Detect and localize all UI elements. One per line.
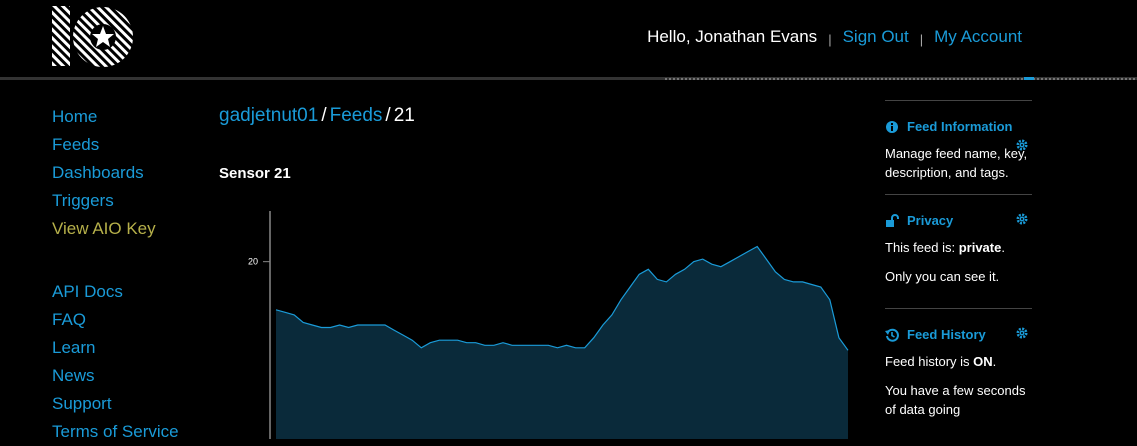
history-suffix: .: [992, 354, 997, 369]
divider: [885, 308, 1032, 309]
sign-out-link[interactable]: Sign Out: [842, 27, 909, 46]
feed-title: Sensor 21: [219, 165, 291, 182]
greeting-text: Hello, Jonathan Evans: [647, 27, 818, 46]
privacy-note: Only you can see it.: [885, 269, 1000, 284]
privacy-title: Privacy: [907, 213, 954, 228]
feed-info-section: Feed Information Manage feed name, key, …: [885, 101, 1032, 194]
nav-home[interactable]: Home: [52, 107, 98, 126]
nav-triggers[interactable]: Triggers: [52, 191, 114, 210]
privacy-text: This feed is: private. Only you can see …: [885, 238, 1032, 286]
breadcrumb-current: 21: [393, 105, 415, 126]
gear-icon[interactable]: [1016, 327, 1028, 339]
site-header: Hello, Jonathan Evans | Sign Out | My Ac…: [0, 0, 1137, 80]
privacy-status: This feed is: private.: [885, 238, 1032, 257]
nav-learn[interactable]: Learn: [52, 338, 96, 357]
divider: [885, 100, 1032, 101]
nav-feeds[interactable]: Feeds: [52, 135, 100, 154]
nav-view-aio-key[interactable]: View AIO Key: [52, 219, 156, 238]
history-header: Feed History: [885, 325, 1032, 344]
unlock-icon: [886, 213, 899, 227]
chart-area: [276, 246, 848, 439]
feed-sidebar: Feed Information Manage feed name, key, …: [885, 100, 1032, 441]
nav-api-docs[interactable]: API Docs: [52, 282, 123, 301]
history-icon: [885, 328, 899, 342]
nav-terms[interactable]: Terms of Service: [52, 422, 179, 441]
nav-support[interactable]: Support: [52, 394, 112, 413]
history-note: You have a few seconds of data going: [885, 383, 1026, 417]
history-text: Feed history is ON. You have a few secon…: [885, 352, 1032, 419]
privacy-suffix: .: [1001, 240, 1005, 255]
history-section: Feed History Feed history is ON. You hav…: [885, 309, 1032, 441]
my-account-link[interactable]: My Account: [934, 27, 1022, 46]
left-nav: Home Feeds Dashboards Triggers View AIO …: [52, 103, 179, 446]
privacy-section: Privacy This feed is: private. Only you …: [885, 195, 1032, 308]
breadcrumb: gadjetnut01/Feeds/21: [219, 105, 415, 127]
nav-gap: [52, 243, 179, 278]
feed-chart[interactable]: 20: [230, 205, 850, 439]
breadcrumb-slash: /: [321, 105, 327, 126]
user-nav: Hello, Jonathan Evans | Sign Out | My Ac…: [647, 27, 1022, 47]
nav-dashboards[interactable]: Dashboards: [52, 163, 144, 182]
history-value: ON: [973, 354, 993, 369]
privacy-value: private: [958, 240, 1002, 255]
gear-icon[interactable]: [1016, 139, 1028, 151]
history-title: Feed History: [907, 327, 986, 342]
header-dots: [665, 78, 1137, 80]
gear-icon[interactable]: [1016, 213, 1028, 225]
nav-news[interactable]: News: [52, 366, 95, 385]
breadcrumb-slash: /: [385, 105, 391, 126]
feed-info-title: Feed Information: [907, 119, 1013, 134]
privacy-header: Privacy: [885, 211, 1032, 230]
separator: |: [919, 31, 924, 47]
chart-line: [275, 245, 849, 351]
adafruit-io-logo-icon[interactable]: [52, 6, 134, 68]
breadcrumb-user[interactable]: gadjetnut01: [219, 105, 319, 126]
feed-info-text: Manage feed name, key, description, and …: [885, 146, 1028, 180]
info-icon: [886, 120, 898, 133]
y-tick-label: 20: [248, 257, 258, 267]
feed-info-header: Feed Information: [885, 117, 1032, 136]
history-prefix: Feed history is: [885, 354, 974, 369]
divider: [885, 194, 1032, 195]
breadcrumb-feeds[interactable]: Feeds: [329, 105, 383, 126]
separator: |: [828, 31, 832, 47]
privacy-prefix: This feed is:: [885, 240, 959, 255]
history-status: Feed history is ON.: [885, 352, 1032, 371]
nav-faq[interactable]: FAQ: [52, 310, 87, 329]
header-accent: [1024, 77, 1034, 80]
header-rule: [0, 77, 1137, 80]
